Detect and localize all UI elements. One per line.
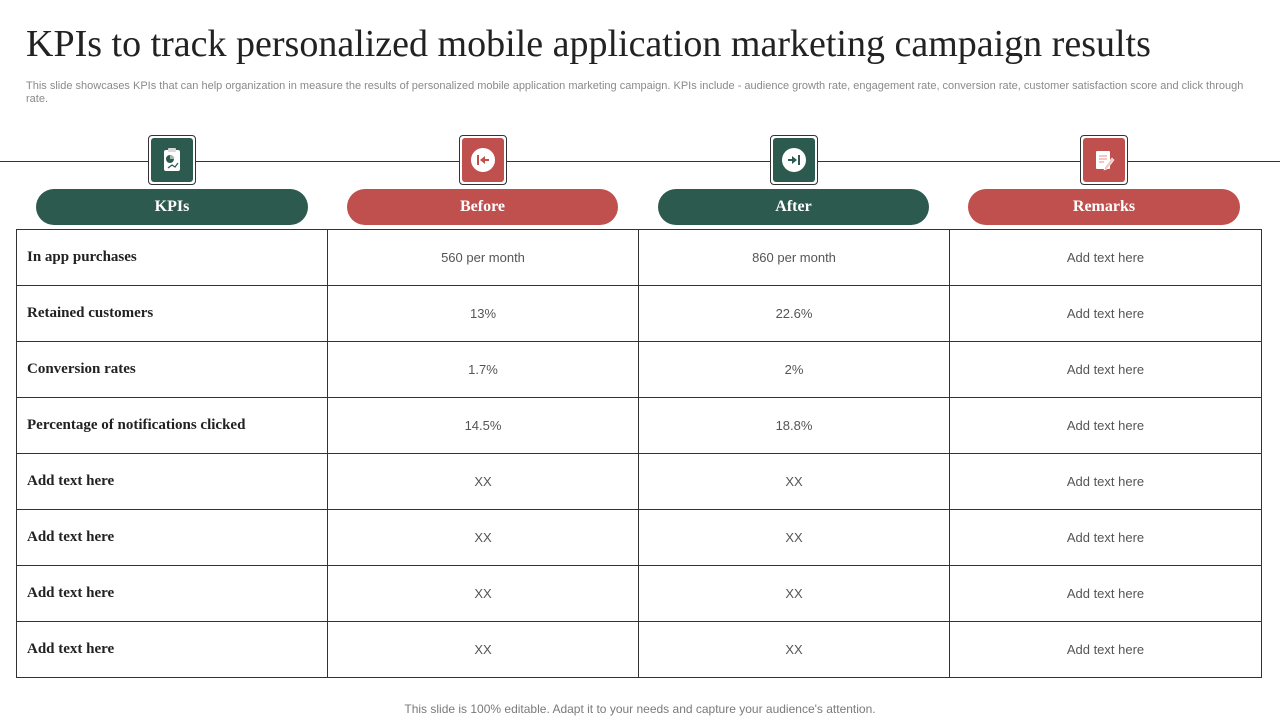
notepad-pencil-icon — [1096, 151, 1115, 171]
footer-note: This slide is 100% editable. Adapt it to… — [404, 702, 876, 716]
table-row: In app purchases 560 per month 860 per m… — [16, 229, 1262, 286]
kpi-cell: Add text here — [16, 509, 328, 566]
before-cell: 14.5% — [327, 397, 639, 454]
remarks-cell: Add text here — [949, 565, 1262, 622]
table-row: Add text here XX XX Add text here — [16, 565, 1262, 622]
kpi-cell: In app purchases — [16, 229, 328, 286]
remarks-cell: Add text here — [949, 341, 1262, 398]
header-after: After — [658, 189, 929, 225]
remarks-cell: Add text here — [949, 509, 1262, 566]
remarks-cell: Add text here — [949, 229, 1262, 286]
before-cell: XX — [327, 621, 639, 678]
remarks-cell: Add text here — [949, 397, 1262, 454]
clipboard-chart-icon — [164, 148, 180, 171]
header-kpis: KPIs — [36, 189, 308, 225]
header-remarks: Remarks — [968, 189, 1240, 225]
remarks-cell: Add text here — [949, 453, 1262, 510]
before-cell: 1.7% — [327, 341, 639, 398]
kpi-cell: Add text here — [16, 453, 328, 510]
after-icon-box — [770, 135, 818, 185]
page-subtitle: This slide showcases KPIs that can help … — [26, 80, 1244, 105]
remarks-cell: Add text here — [949, 285, 1262, 342]
header-divider-line — [0, 161, 1280, 162]
page-title: KPIs to track personalized mobile applic… — [26, 23, 1151, 65]
arrow-left-to-bar-icon — [471, 148, 495, 172]
kpi-cell: Percentage of notifications clicked — [16, 397, 328, 454]
table-row: Percentage of notifications clicked 14.5… — [16, 397, 1262, 454]
before-cell: XX — [327, 565, 639, 622]
table-row: Add text here XX XX Add text here — [16, 453, 1262, 510]
table-row: Add text here XX XX Add text here — [16, 509, 1262, 566]
kpi-table: In app purchases 560 per month 860 per m… — [16, 229, 1262, 678]
after-cell: 22.6% — [638, 285, 950, 342]
table-row: Conversion rates 1.7% 2% Add text here — [16, 341, 1262, 398]
remarks-cell: Add text here — [949, 621, 1262, 678]
before-cell: XX — [327, 453, 639, 510]
header-before: Before — [347, 189, 618, 225]
before-cell: XX — [327, 509, 639, 566]
kpi-cell: Retained customers — [16, 285, 328, 342]
remarks-icon-box — [1080, 135, 1128, 185]
after-cell: 2% — [638, 341, 950, 398]
after-cell: XX — [638, 565, 950, 622]
kpi-cell: Add text here — [16, 565, 328, 622]
before-cell: 13% — [327, 285, 639, 342]
arrow-right-to-bar-icon — [782, 148, 806, 172]
after-cell: XX — [638, 509, 950, 566]
after-cell: 860 per month — [638, 229, 950, 286]
table-row: Add text here XX XX Add text here — [16, 621, 1262, 678]
after-cell: XX — [638, 621, 950, 678]
kpis-icon-box — [148, 135, 196, 185]
before-icon-box — [459, 135, 507, 185]
kpi-cell: Add text here — [16, 621, 328, 678]
table-row: Retained customers 13% 22.6% Add text he… — [16, 285, 1262, 342]
kpi-cell: Conversion rates — [16, 341, 328, 398]
after-cell: XX — [638, 453, 950, 510]
after-cell: 18.8% — [638, 397, 950, 454]
before-cell: 560 per month — [327, 229, 639, 286]
